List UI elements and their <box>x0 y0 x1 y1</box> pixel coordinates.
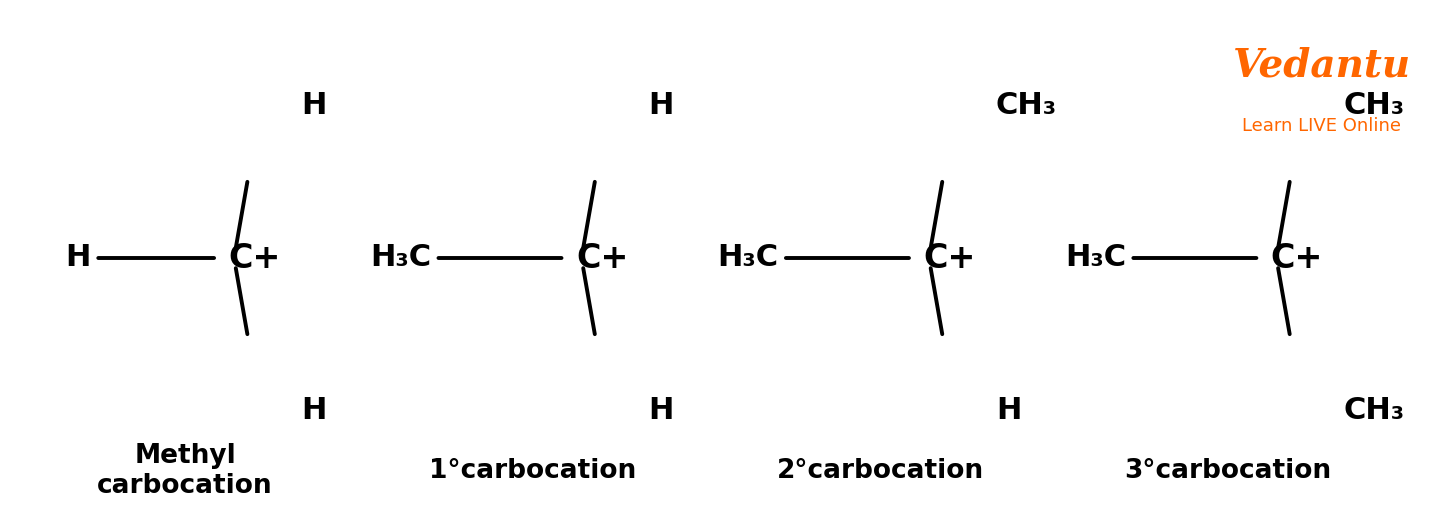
Text: Methyl
carbocation: Methyl carbocation <box>98 443 272 499</box>
Text: H: H <box>301 91 326 120</box>
Text: Vedantu: Vedantu <box>1232 46 1411 84</box>
Text: H: H <box>66 244 92 272</box>
Text: C+: C+ <box>1271 241 1324 275</box>
Text: C+: C+ <box>577 241 629 275</box>
Text: 1°carbocation: 1°carbocation <box>430 458 636 484</box>
Text: CH₃: CH₃ <box>996 91 1057 120</box>
Text: H₃C: H₃C <box>718 244 779 272</box>
Text: H₃C: H₃C <box>370 244 431 272</box>
Text: Learn LIVE Online: Learn LIVE Online <box>1242 117 1401 135</box>
Text: CH₃: CH₃ <box>1344 396 1405 425</box>
Text: 2°carbocation: 2°carbocation <box>776 458 984 484</box>
Text: C+: C+ <box>229 241 281 275</box>
Text: H: H <box>996 396 1021 425</box>
Text: H: H <box>648 91 674 120</box>
Text: 3°carbocation: 3°carbocation <box>1124 458 1331 484</box>
Text: C+: C+ <box>923 241 976 275</box>
Text: H: H <box>648 396 674 425</box>
Text: CH₃: CH₃ <box>1344 91 1405 120</box>
Text: H₃C: H₃C <box>1064 244 1125 272</box>
Text: H: H <box>301 396 326 425</box>
